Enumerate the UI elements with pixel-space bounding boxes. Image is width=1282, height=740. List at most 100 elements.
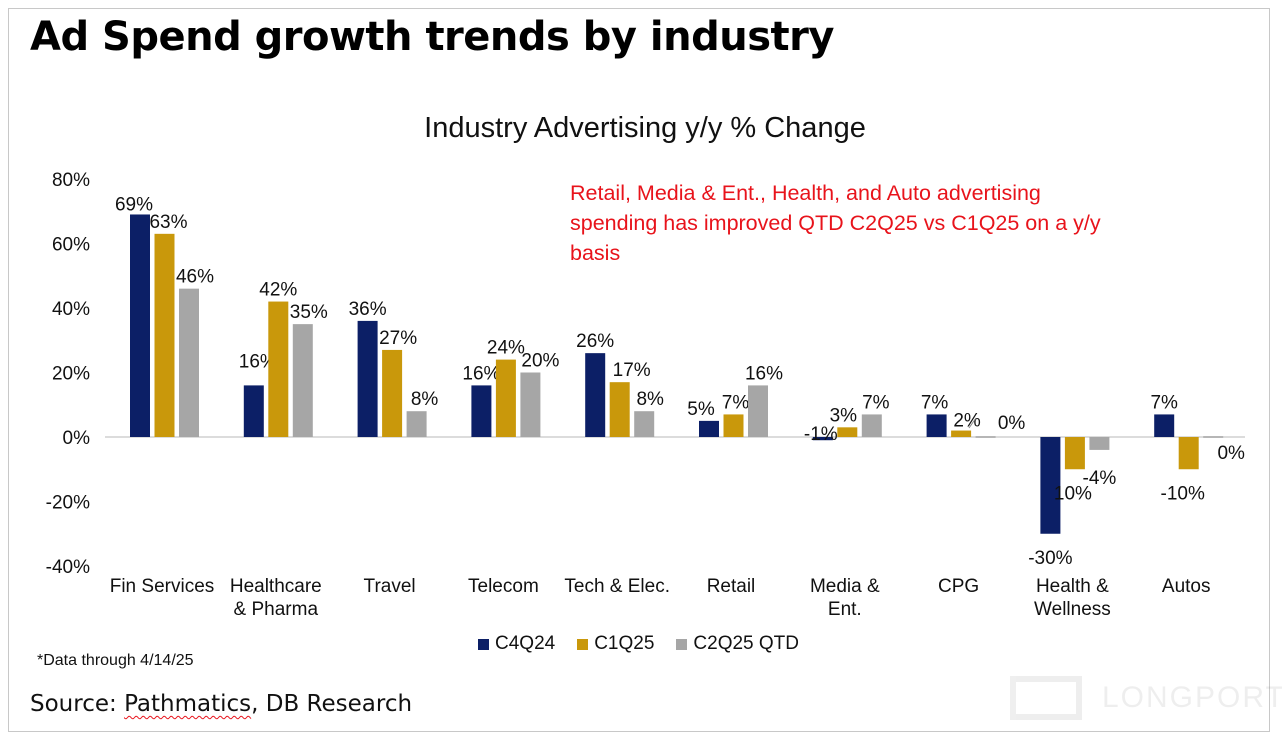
chart-title: Industry Advertising y/y % Change: [424, 112, 866, 144]
y-tick-label: 60%: [52, 235, 90, 256]
data-label: 35%: [290, 302, 328, 323]
bar-c4q24: [926, 414, 947, 437]
x-tick-label: & Pharma: [234, 599, 319, 620]
bar-c2q25-qtd: [1203, 436, 1224, 438]
bar-c4q24: [699, 420, 719, 437]
y-tick-label: -20%: [46, 493, 90, 514]
y-tick-label: 40%: [52, 299, 90, 320]
data-label: 16%: [462, 363, 500, 384]
data-label: -10%: [1161, 483, 1205, 504]
bar-c1q25: [951, 430, 972, 437]
source-prefix: Source:: [30, 691, 125, 717]
x-tick-label: Health &: [1036, 576, 1109, 597]
bar-c1q25: [495, 359, 516, 437]
watermark: LONGPORT: [1010, 676, 1282, 720]
bar-c2q25-qtd: [406, 411, 427, 437]
data-label: 8%: [411, 389, 439, 410]
bar-c1q25: [723, 414, 744, 437]
leader-line: [968, 417, 977, 429]
legend-item-c2q25: C2Q25 QTD: [676, 633, 799, 655]
data-label: 20%: [521, 351, 559, 372]
y-tick-label: 0%: [63, 428, 91, 449]
data-label: 8%: [636, 389, 664, 410]
bar-c4q24: [1040, 437, 1061, 534]
legend-label-c2q25: C2Q25 QTD: [693, 633, 799, 654]
data-label: 16%: [745, 363, 783, 384]
data-label: 69%: [115, 194, 153, 215]
bar-c2q25-qtd: [179, 288, 199, 437]
bar-c2q25-qtd: [634, 411, 655, 437]
y-tick-label: 20%: [52, 364, 90, 385]
footnote: *Data through 4/14/25: [37, 652, 194, 669]
x-tick-label: CPG: [938, 576, 979, 597]
data-label: 24%: [487, 338, 525, 359]
bar-c1q25: [837, 427, 858, 437]
page-title: Ad Spend growth trends by industry: [30, 14, 834, 60]
bar-c1q25: [268, 301, 289, 437]
x-tick-label: Healthcare: [230, 576, 322, 597]
y-tick-label: 80%: [52, 170, 90, 191]
data-label: 0%: [998, 413, 1026, 434]
source-suffix: , DB Research: [251, 691, 413, 717]
data-label: -1%: [804, 424, 838, 445]
legend-swatch-c4q24: [478, 638, 489, 650]
bar-c2q25-qtd: [520, 372, 541, 437]
legend-label-c4q24: C4Q24: [495, 633, 556, 654]
source-name: Pathmatics: [124, 691, 252, 717]
bar-c4q24: [243, 385, 264, 437]
data-label: 10%: [1054, 483, 1092, 504]
x-tick-label: Fin Services: [110, 576, 215, 597]
legend-item-c1q25: C1Q25: [577, 633, 654, 655]
bar-c4q24: [812, 437, 833, 441]
x-tick-label: Retail: [707, 576, 756, 597]
bar-c4q24: [130, 214, 150, 437]
data-label: 0%: [1217, 443, 1245, 464]
x-tick-label: Autos: [1162, 576, 1211, 597]
bar-c4q24: [1154, 414, 1175, 437]
legend-item-c4q24: C4Q24: [478, 633, 555, 655]
data-label: 27%: [379, 328, 417, 349]
slide-frame: [8, 8, 1270, 732]
bar-c2q25-qtd: [292, 324, 313, 437]
data-label: 7%: [862, 392, 890, 413]
data-label: 42%: [259, 280, 297, 301]
bar-c2q25-qtd: [975, 436, 996, 438]
data-label: 16%: [239, 351, 277, 372]
legend-swatch-c2q25: [676, 638, 688, 650]
bar-c2q25-qtd: [861, 414, 882, 437]
bar-c2q25-qtd: [1089, 437, 1110, 450]
watermark-logo-icon: [1010, 676, 1082, 720]
x-tick-label: Media &: [810, 576, 880, 597]
x-tick-label: Ent.: [828, 599, 862, 620]
data-label: 7%: [722, 392, 750, 413]
source-line: Source: Pathmatics, DB Research: [30, 691, 412, 717]
x-tick-label: Wellness: [1034, 599, 1111, 620]
data-label: 46%: [176, 267, 214, 288]
x-tick-label: Tech & Elec.: [564, 576, 670, 597]
data-label: 3%: [830, 405, 858, 426]
bar-c4q24: [471, 385, 492, 437]
y-tick-label: -40%: [46, 557, 90, 578]
bar-c2q25-qtd: [748, 385, 768, 437]
legend: C4Q24 C1Q25 C2Q25 QTD: [478, 633, 799, 655]
legend-label-c1q25: C1Q25: [594, 633, 655, 654]
data-label: 7%: [921, 392, 949, 413]
bar-c4q24: [585, 353, 606, 437]
legend-swatch-c1q25: [577, 638, 589, 650]
data-label: 5%: [687, 399, 715, 420]
bar-c1q25: [609, 382, 630, 437]
data-label: 2%: [953, 411, 981, 432]
bar-c1q25: [1064, 437, 1085, 470]
watermark-text: LONGPORT: [1102, 681, 1282, 714]
data-label: 7%: [1150, 392, 1178, 413]
data-label: 17%: [613, 360, 651, 381]
data-label: 26%: [576, 331, 614, 352]
bar-c1q25: [154, 233, 175, 437]
data-label: -4%: [1083, 468, 1117, 489]
x-tick-label: Travel: [364, 576, 416, 597]
x-tick-label: Telecom: [468, 576, 539, 597]
bar-c1q25: [1178, 437, 1199, 470]
bar-c1q25: [382, 349, 403, 437]
data-label: -30%: [1028, 548, 1072, 569]
